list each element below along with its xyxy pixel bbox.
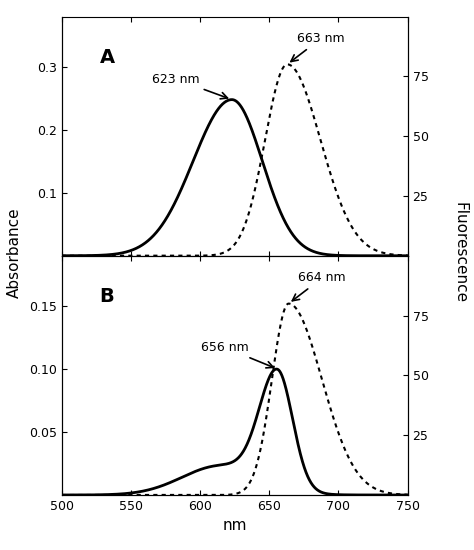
Text: B: B (100, 287, 114, 306)
X-axis label: nm: nm (222, 519, 247, 534)
Text: A: A (100, 48, 115, 67)
Text: 656 nm: 656 nm (201, 341, 273, 368)
Text: 663 nm: 663 nm (291, 32, 345, 62)
Text: 623 nm: 623 nm (153, 73, 228, 99)
Text: Fluorescence: Fluorescence (452, 202, 467, 304)
Text: 664 nm: 664 nm (292, 272, 346, 301)
Text: Absorbance: Absorbance (7, 208, 22, 298)
